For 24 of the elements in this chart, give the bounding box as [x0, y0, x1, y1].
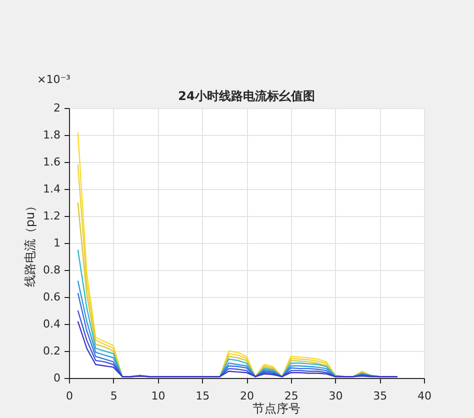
y-tick-label: 0 — [54, 372, 60, 384]
x-tick-label: 5 — [110, 390, 118, 402]
x-axis-title: 节点序号 — [252, 402, 300, 416]
y-tick-label: 1.6 — [43, 156, 60, 168]
chart-title: 24小时线路电流标幺值图 — [178, 89, 315, 103]
x-tick-label: 20 — [240, 390, 254, 402]
x-tick-label: 10 — [151, 390, 166, 402]
y-tick-label: 2 — [54, 102, 60, 114]
x-tick-label: 0 — [66, 390, 73, 402]
x-tick-label: 30 — [328, 390, 343, 402]
x-tick-label: 35 — [373, 390, 388, 402]
y-tick-label: 1.4 — [43, 182, 60, 196]
y-tick-label: 0.6 — [43, 290, 60, 304]
x-tick-label: 40 — [418, 390, 432, 402]
y-tick-label: 0.2 — [43, 344, 60, 358]
y-tick-label: 1.8 — [43, 128, 60, 142]
y-tick-label: 0.8 — [43, 264, 60, 276]
y-axis-title: 线路电流（pu） — [23, 200, 38, 288]
x-tick-label: 15 — [196, 390, 210, 402]
y-tick-label: 1 — [54, 236, 60, 250]
y-tick-label: 0.4 — [43, 318, 60, 330]
x-tick-label: 25 — [284, 390, 298, 402]
text: ×10⁻³ — [37, 73, 70, 86]
y-tick-label: 1.2 — [43, 210, 60, 222]
